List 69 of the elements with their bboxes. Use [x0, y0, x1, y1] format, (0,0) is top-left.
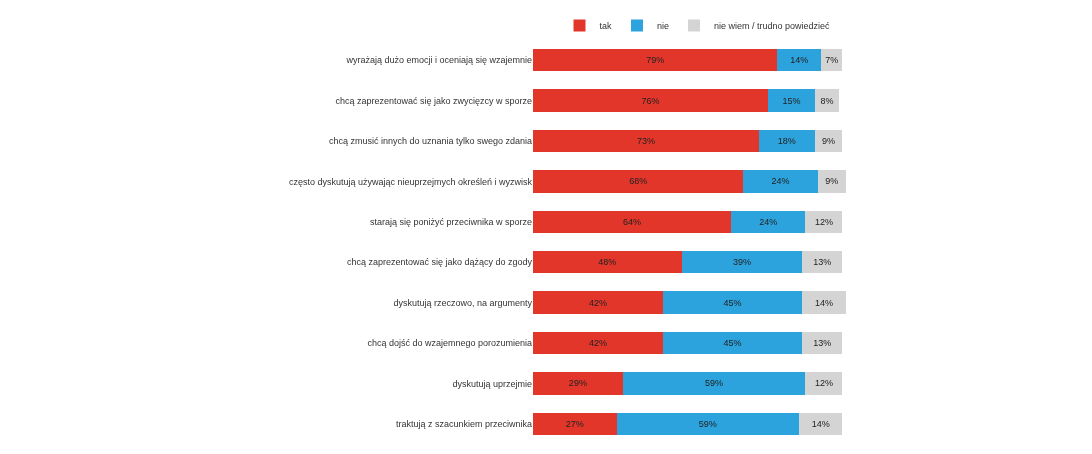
bar	[758, 129, 815, 153]
bar	[533, 372, 623, 395]
data-label: 76%	[641, 95, 660, 106]
y-tick-label: dyskutują rzeczowo, na argumenty	[393, 297, 533, 308]
y-tick-label: chcą zmusić innych do uznania tylko swego zdania	[328, 136, 532, 147]
y-tick-label: chcą dojść do wzajemnego porozumienia	[367, 338, 532, 349]
bar	[533, 170, 744, 193]
data-label: 45%	[723, 338, 742, 348]
data-label: 12%	[814, 378, 833, 389]
data-label: 27%	[565, 418, 584, 429]
bar	[802, 331, 843, 355]
bar	[662, 331, 803, 355]
bar	[681, 251, 803, 274]
data-label: 9%	[822, 136, 836, 146]
bar	[743, 170, 818, 193]
legend-label: tak	[599, 21, 613, 32]
bar	[533, 49, 778, 72]
y-tick-label: często dyskutują używając nieuprzejmych określeń i wyzwisk	[288, 176, 533, 187]
data-label: 79%	[646, 55, 665, 66]
data-label: 73%	[636, 136, 655, 146]
data-label: 64%	[623, 216, 642, 227]
bar	[662, 291, 803, 314]
bar	[533, 291, 663, 314]
data-label: 14%	[811, 418, 830, 429]
bar	[799, 412, 843, 435]
data-label: 15%	[782, 95, 801, 106]
y-tick-label: chcą zaprezentować się jako zwycięzcy w sporze	[335, 95, 532, 106]
bar	[533, 210, 732, 233]
data-label: 12%	[814, 216, 833, 227]
bar	[533, 129, 759, 153]
y-tick-label: dyskutują uprzejmie	[452, 378, 532, 389]
data-label: 13%	[813, 257, 832, 268]
bar	[768, 89, 815, 112]
y-tick-label: wyrażają dużo emocji i oceniają się wzajemnie	[345, 55, 532, 66]
data-label: 42%	[588, 297, 607, 308]
data-label: 14%	[790, 55, 809, 66]
y-tick-label: traktują z szacunkiem przeciwnika	[395, 418, 532, 429]
data-label: 14%	[814, 297, 833, 308]
y-tick-label: chcą zaprezentować się jako dążący do zgody	[346, 257, 533, 268]
legend-label: nie	[657, 21, 670, 32]
data-label: 45%	[723, 297, 742, 308]
bar	[616, 412, 800, 435]
bar	[817, 170, 846, 193]
data-label: 24%	[771, 176, 790, 187]
bar	[533, 89, 769, 112]
data-label: 68%	[629, 176, 648, 187]
bar	[777, 49, 821, 72]
data-label: 42%	[588, 338, 607, 348]
legend-label: nie wiem / trudno powiedzieć	[714, 21, 831, 32]
data-label: 8%	[820, 95, 834, 106]
data-label: 13%	[813, 338, 832, 348]
bar	[533, 412, 617, 435]
bar	[802, 251, 843, 274]
data-label: 24%	[759, 216, 778, 227]
data-label: 9%	[825, 176, 839, 187]
bar	[622, 372, 806, 395]
data-label: 59%	[698, 418, 717, 429]
data-label: 18%	[777, 136, 796, 146]
bar	[731, 210, 806, 233]
data-label: 39%	[732, 257, 751, 268]
y-tick-label: starają się poniżyć przeciwnika w sporze	[369, 216, 532, 227]
bar	[533, 331, 663, 355]
bar	[533, 251, 682, 274]
data-label: 29%	[568, 378, 587, 389]
bar	[802, 291, 846, 314]
data-label: 59%	[705, 378, 724, 389]
data-label: 7%	[825, 55, 839, 66]
bar	[805, 372, 843, 395]
data-label: 48%	[598, 257, 617, 268]
